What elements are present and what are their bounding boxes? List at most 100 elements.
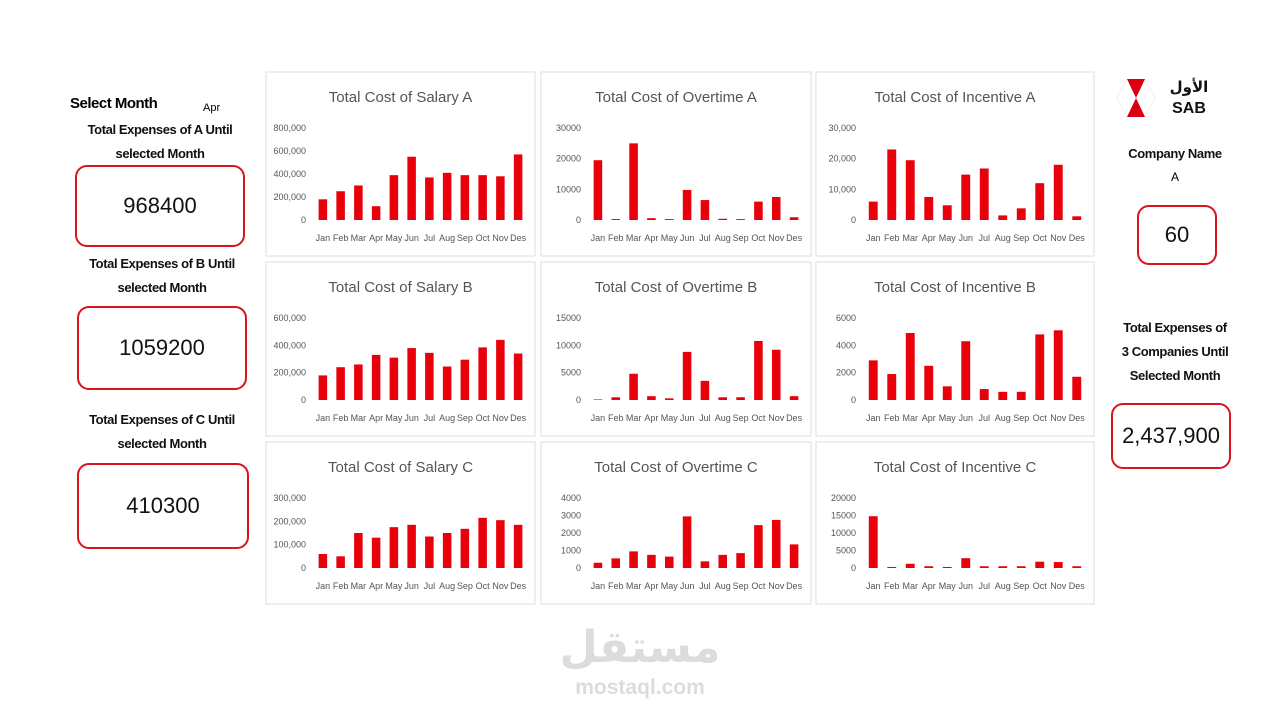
- y-tick-label: 10000: [556, 340, 581, 350]
- x-tick-label: Jul: [424, 233, 436, 243]
- x-tick-label: Mar: [626, 581, 642, 591]
- x-tick-label: Aug: [439, 581, 455, 591]
- bar: [942, 386, 952, 400]
- x-tick-label: Sep: [1013, 413, 1029, 423]
- x-tick-label: Sep: [457, 233, 473, 243]
- bar: [611, 397, 621, 400]
- chart-title: Total Cost of Incentive B: [874, 279, 1036, 296]
- x-tick-label: Apr: [922, 413, 936, 423]
- x-tick-label: May: [661, 581, 679, 591]
- bar: [593, 160, 603, 220]
- y-tick-label: 100,000: [273, 540, 306, 550]
- bar: [354, 364, 363, 400]
- bar: [961, 174, 971, 220]
- x-tick-label: Des: [786, 581, 803, 591]
- x-tick-label: Jan: [316, 413, 331, 423]
- bar: [478, 175, 487, 220]
- logo-shape: [1136, 79, 1155, 117]
- y-tick-label: 15000: [831, 511, 856, 521]
- x-tick-label: Des: [1069, 233, 1086, 243]
- y-tick-label: 20000: [556, 154, 581, 164]
- y-tick-label: 600,000: [273, 146, 306, 156]
- y-tick-label: 0: [851, 395, 856, 405]
- bar: [318, 199, 328, 220]
- bar: [336, 367, 345, 400]
- x-tick-label: Sep: [1013, 581, 1029, 591]
- chart-frame: [540, 261, 812, 437]
- bar: [1053, 164, 1063, 220]
- bar: [460, 175, 470, 220]
- x-tick-label: Oct: [751, 233, 766, 243]
- y-tick-label: 0: [576, 395, 581, 405]
- bar: [718, 554, 728, 568]
- x-tick-label: Aug: [995, 413, 1011, 423]
- y-tick-label: 3000: [561, 511, 581, 521]
- bar: [754, 201, 763, 220]
- x-tick-label: Aug: [995, 233, 1011, 243]
- bar: [979, 168, 989, 220]
- watermark-arabic: مستقل: [559, 623, 721, 672]
- x-tick-label: Oct: [751, 581, 766, 591]
- bar: [1053, 330, 1063, 400]
- bar: [924, 365, 934, 400]
- x-tick-label: Des: [786, 233, 803, 243]
- bar: [629, 551, 638, 568]
- bar: [629, 143, 638, 220]
- bar: [1016, 566, 1026, 568]
- bar: [478, 517, 487, 568]
- company-label: Company Name: [1128, 146, 1222, 161]
- x-tick-label: Apr: [922, 581, 936, 591]
- x-tick-label: Mar: [626, 413, 642, 423]
- x-tick-label: Apr: [369, 413, 383, 423]
- x-tick-label: Aug: [715, 233, 731, 243]
- x-tick-label: Jun: [958, 233, 973, 243]
- x-tick-label: Sep: [733, 413, 749, 423]
- bar: [1016, 208, 1026, 220]
- bar: [718, 397, 728, 400]
- x-tick-label: Oct: [1033, 581, 1048, 591]
- bar: [905, 563, 915, 568]
- y-tick-label: 5000: [561, 368, 581, 378]
- bar: [961, 558, 971, 568]
- bar: [496, 339, 505, 400]
- bar: [611, 219, 621, 220]
- chart-frame: [265, 71, 536, 257]
- x-tick-label: Aug: [715, 581, 731, 591]
- x-tick-label: Jan: [866, 413, 881, 423]
- y-tick-label: 30000: [556, 123, 581, 133]
- company-value: 60: [1137, 205, 1217, 265]
- x-tick-label: Jan: [316, 581, 331, 591]
- chart-title: Total Cost of Salary C: [328, 459, 473, 476]
- bar: [647, 218, 656, 220]
- bar: [942, 205, 952, 220]
- bar: [513, 154, 523, 220]
- x-tick-label: Mar: [626, 233, 642, 243]
- x-tick-label: Feb: [608, 413, 624, 423]
- bar: [789, 396, 799, 400]
- y-tick-label: 2000: [561, 528, 581, 538]
- x-tick-label: Oct: [1033, 413, 1048, 423]
- bar: [1072, 216, 1082, 220]
- x-tick-label: Jul: [424, 581, 436, 591]
- x-tick-label: Feb: [884, 413, 900, 423]
- y-tick-label: 5000: [836, 546, 856, 556]
- bar: [771, 349, 781, 400]
- x-tick-label: Mar: [903, 413, 919, 423]
- x-tick-label: Oct: [1033, 233, 1048, 243]
- x-tick-label: Nov: [1050, 581, 1067, 591]
- bar: [1072, 376, 1082, 400]
- chart-title: Total Cost of Overtime B: [595, 279, 758, 296]
- x-tick-label: Sep: [733, 233, 749, 243]
- chart-frame: [265, 261, 536, 437]
- x-tick-label: Nov: [768, 581, 785, 591]
- bar: [789, 544, 799, 568]
- x-tick-label: Jun: [680, 581, 695, 591]
- bar: [354, 533, 363, 568]
- bar: [1053, 562, 1063, 568]
- bar: [1035, 561, 1045, 568]
- x-tick-label: May: [385, 581, 403, 591]
- x-tick-label: Oct: [476, 413, 491, 423]
- chart-title: Total Cost of Incentive C: [874, 459, 1037, 476]
- selected-month[interactable]: Apr: [203, 102, 221, 114]
- x-tick-label: Jul: [424, 413, 436, 423]
